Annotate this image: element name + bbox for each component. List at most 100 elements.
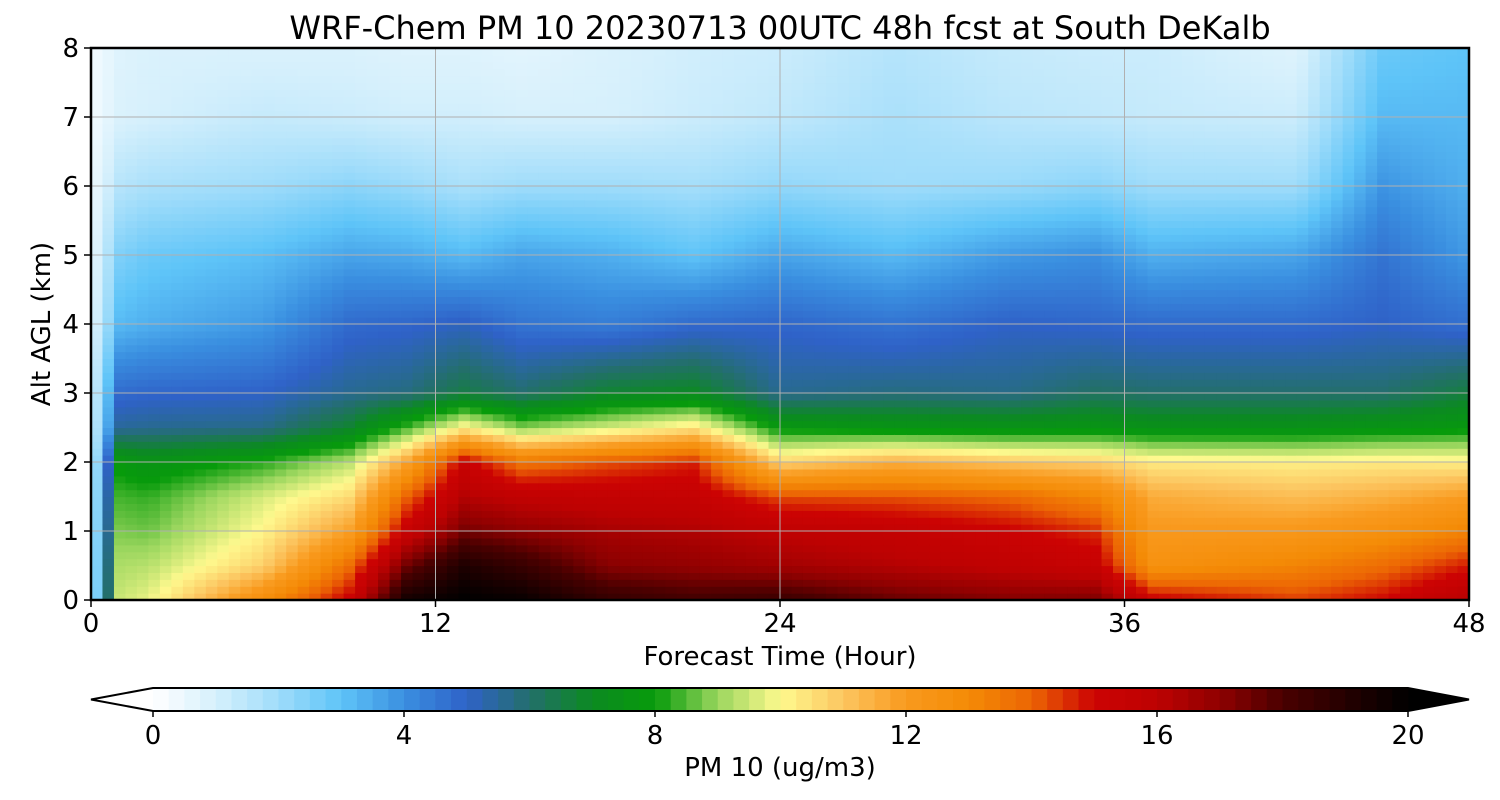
contour-cell: [366, 275, 379, 284]
contour-cell: [366, 213, 379, 222]
contour-cell: [573, 261, 586, 270]
contour-cell: [309, 330, 322, 339]
contour-cell: [722, 206, 735, 215]
contour-cell: [217, 282, 230, 291]
contour-cell: [630, 261, 643, 270]
contour-cell: [412, 441, 425, 449]
contour-cell: [481, 510, 494, 518]
contour-cell: [504, 524, 517, 532]
contour-cell: [286, 330, 299, 339]
contour-cell: [389, 248, 402, 256]
contour-cell: [653, 48, 666, 56]
contour-cell: [653, 89, 666, 97]
contour-cell: [366, 179, 379, 187]
contour-cell: [309, 489, 322, 498]
contour-cell: [469, 496, 483, 504]
contour-cell: [401, 317, 414, 325]
contour-cell: [240, 496, 253, 504]
contour-cell: [194, 462, 207, 470]
contour-cell: [722, 227, 735, 235]
contour-cell: [274, 537, 287, 546]
contour-cell: [286, 434, 299, 442]
contour-cell: [148, 351, 161, 360]
contour-cell: [515, 344, 528, 353]
contour-cell: [619, 282, 632, 291]
contour-cell: [320, 179, 333, 187]
contour-cell: [757, 482, 770, 491]
contour-cell: [240, 227, 253, 235]
contour-cell: [745, 89, 758, 97]
contour-cell: [286, 248, 299, 256]
contour-cell: [515, 89, 528, 97]
contour-cell: [492, 186, 505, 194]
contour-cell: [446, 503, 460, 511]
contour-cell: [619, 172, 632, 180]
contour-cell: [561, 544, 574, 553]
contour-cell: [469, 524, 483, 532]
contour-cell: [699, 579, 712, 587]
contour-cell: [665, 337, 678, 346]
contour-cell: [159, 537, 172, 546]
contour-cell: [148, 234, 161, 242]
contour-cell: [527, 151, 540, 159]
contour-cell: [688, 489, 701, 498]
contour-cell: [320, 406, 333, 415]
contour-cell: [596, 192, 609, 201]
contour-cell: [802, 427, 816, 435]
contour-cell: [159, 68, 172, 77]
contour-cell: [446, 399, 460, 408]
contour-cell: [607, 103, 620, 111]
contour-cell: [91, 475, 104, 484]
contour-cell: [401, 524, 414, 532]
contour-cell: [665, 330, 678, 339]
contour-cell: [469, 351, 483, 360]
contour-cell: [722, 144, 735, 153]
contour-cell: [228, 213, 241, 222]
contour-cell: [584, 441, 597, 449]
contour-cell: [688, 268, 701, 277]
contour-cell: [561, 220, 574, 228]
contour-cell: [642, 503, 655, 511]
contour-cell: [504, 413, 517, 422]
contour-cell: [412, 462, 425, 470]
contour-cell: [596, 310, 609, 318]
contour-cell: [515, 441, 528, 449]
contour-cell: [205, 227, 218, 235]
contour-cell: [596, 82, 609, 90]
contour-cell: [446, 54, 460, 63]
contour-cell: [619, 137, 632, 146]
contour-cell: [217, 310, 230, 318]
contour-cell: [125, 468, 138, 477]
contour-cell: [113, 151, 127, 159]
contour-cell: [630, 565, 643, 573]
contour-cell: [665, 448, 678, 456]
contour-cell: [136, 503, 150, 511]
contour-cell: [653, 199, 666, 208]
contour-cell: [412, 365, 425, 373]
contour-cell: [699, 227, 712, 235]
contour-cell: [492, 151, 505, 159]
contour-cell: [653, 524, 666, 532]
contour-cell: [573, 54, 586, 63]
contour-cell: [642, 441, 655, 449]
contour-cell: [630, 517, 643, 525]
contour-cell: [194, 510, 207, 518]
contour-cell: [653, 372, 666, 380]
contour-cell: [171, 393, 184, 401]
contour-cell: [148, 206, 161, 215]
contour-cell: [240, 151, 253, 159]
contour-cell: [366, 344, 379, 353]
contour-cell: [527, 255, 540, 263]
contour-cell: [355, 213, 368, 222]
contour-cell: [401, 482, 414, 491]
contour-cell: [263, 192, 276, 201]
contour-cell: [309, 61, 322, 70]
contour-cell: [297, 544, 310, 553]
contour-cell: [332, 510, 345, 518]
contour-cell: [504, 296, 517, 304]
contour-cell: [286, 151, 299, 159]
contour-cell: [642, 468, 655, 477]
contour-cell: [676, 517, 689, 525]
contour-cell: [734, 420, 747, 429]
contour-cell: [148, 386, 161, 394]
